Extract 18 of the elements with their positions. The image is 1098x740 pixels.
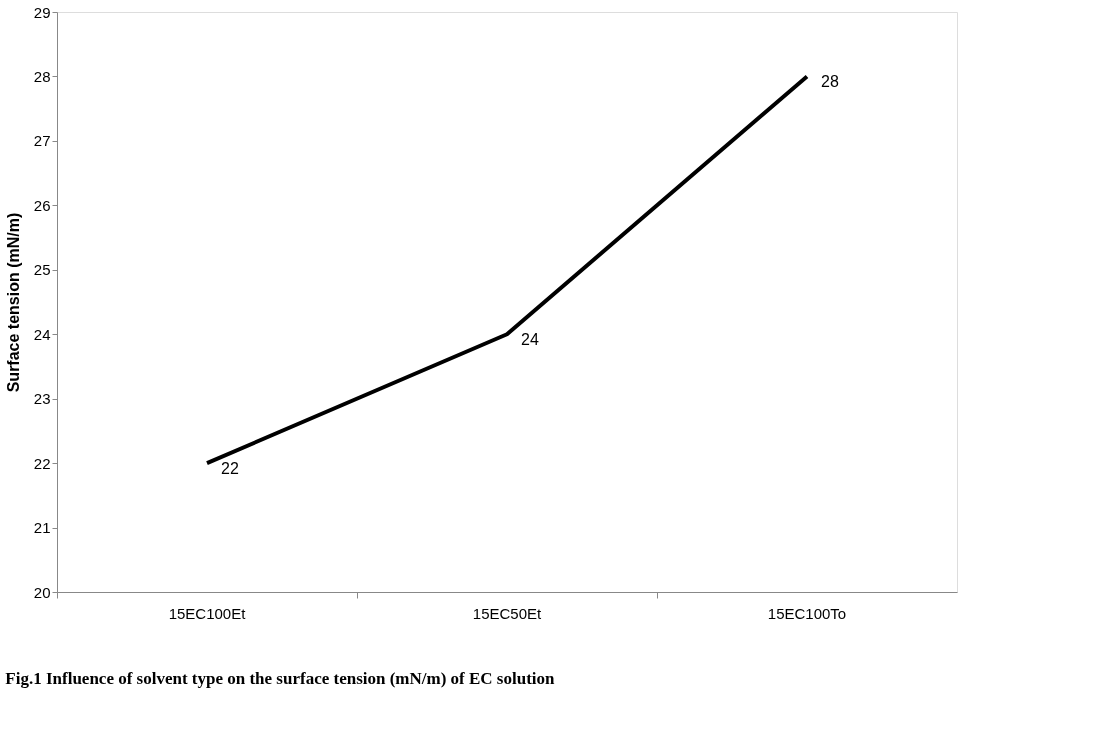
data-label: 24	[521, 331, 539, 349]
x-tick-label: 15EC50Et	[472, 604, 543, 622]
data-label: 22	[221, 460, 239, 478]
y-tick-label: 27	[33, 132, 51, 150]
y-tick-label: 29	[33, 3, 51, 21]
y-tick-label: 26	[33, 196, 51, 214]
y-axis-title: Surface tension (mN/m)	[4, 212, 22, 393]
y-tick-label: 24	[33, 325, 51, 343]
data-label: 28	[821, 73, 839, 91]
x-tick-label: 15EC100Et	[168, 604, 247, 622]
x-tick-label: 15EC100To	[767, 604, 847, 622]
y-tick-label: 28	[33, 67, 51, 85]
y-tick-label: 22	[33, 454, 51, 472]
y-tick-label: 23	[33, 390, 51, 408]
y-tick-label: 21	[33, 519, 51, 537]
caption: Fig.1 Influence of solvent type on the surface tension (mN/m) of EC solution	[5, 669, 556, 688]
y-tick-label: 20	[33, 583, 51, 601]
y-tick-label: 25	[33, 261, 51, 279]
